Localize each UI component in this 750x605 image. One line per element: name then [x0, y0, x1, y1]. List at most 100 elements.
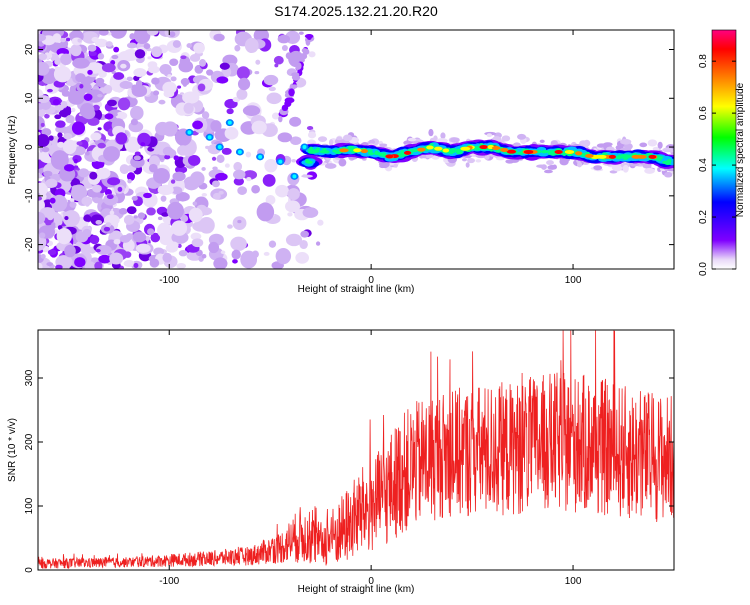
spectrogram-noise-blob — [647, 139, 658, 147]
spectrogram-noise-blob — [234, 44, 241, 52]
spectrogram-noise-blob — [94, 261, 103, 269]
spectrogram-noise-blob — [237, 186, 247, 195]
spectrogram-noise-blob — [183, 102, 194, 114]
spectrogram-noise-blob — [70, 107, 76, 113]
spectrogram-noise-blob — [285, 233, 303, 247]
spectrogram-noise-blob — [97, 127, 102, 131]
spectrogram-noise-blob — [38, 53, 48, 61]
spectrogram-noise-blob — [662, 147, 674, 153]
spectrogram-noise-blob — [109, 30, 127, 39]
spectrogram-track-blob — [655, 156, 663, 161]
spectrogram-track-blob — [292, 174, 297, 179]
spectrogram-noise-blob — [54, 58, 61, 65]
spectrogram-noise-blob — [109, 210, 115, 215]
spectrogram-noise-blob — [149, 258, 160, 268]
spectrogram-noise-blob — [47, 249, 57, 256]
spectrogram-noise-blob — [213, 257, 228, 269]
spectrogram-noise-blob — [153, 167, 170, 184]
spectrogram-noise-blob — [547, 165, 557, 170]
spectrogram-noise-blob — [69, 198, 75, 203]
spectrogram-noise-blob — [57, 132, 63, 138]
spectrogram-noise-blob — [652, 146, 660, 152]
spectrogram-noise-blob — [150, 232, 161, 243]
spectrogram-noise-blob — [41, 146, 50, 153]
spectrogram-noise-blob — [231, 249, 241, 260]
spectrogram-noise-blob — [268, 240, 277, 248]
spectrogram-noise-blob — [275, 184, 289, 198]
spectrogram-noise-blob — [97, 93, 103, 98]
spectrogram-noise-blob — [428, 128, 434, 137]
spectrogram-noise-blob — [642, 163, 652, 169]
spectrogram-noise-blob — [133, 155, 141, 161]
spectrogram-noise-blob — [219, 62, 230, 70]
spectrogram-noise-blob — [299, 53, 308, 60]
spectrogram-noise-blob — [147, 61, 158, 69]
spectrogram-noise-blob — [178, 60, 194, 73]
spectrogram-noise-blob — [201, 167, 206, 171]
spectrogram-noise-blob — [64, 244, 76, 258]
spectrogram-noise-blob — [56, 227, 72, 245]
spectrogram-noise-blob — [38, 134, 50, 148]
spectrogram-noise-blob — [103, 84, 113, 94]
spectrogram-noise-blob — [89, 235, 100, 245]
spectrogram-noise-blob — [46, 262, 54, 267]
spectrogram-noise-blob — [639, 142, 648, 148]
spectrogram-noise-blob — [77, 38, 82, 43]
spectrogram-noise-blob — [208, 241, 220, 254]
spectrogram-noise-blob — [83, 84, 89, 91]
spectrogram-noise-blob — [328, 139, 334, 146]
spectrogram-noise-blob — [72, 57, 90, 69]
spectrogram-track-blob — [562, 152, 567, 156]
spectrogram-y-tick-label: 10 — [24, 92, 35, 104]
spectrogram-peak-blob — [585, 153, 594, 158]
spectrogram-peak-blob — [523, 149, 534, 154]
spectrogram-noise-blob — [87, 69, 93, 75]
spectrogram-noise-blob — [52, 33, 62, 43]
spectrogram-noise-blob — [137, 212, 146, 219]
spectrogram-noise-blob — [212, 180, 220, 188]
spectrogram-noise-blob — [62, 211, 67, 216]
spectrogram-noise-blob — [38, 182, 48, 196]
spectrogram-noise-blob — [192, 120, 204, 130]
spectrogram-noise-blob — [205, 145, 210, 150]
spectrogram-noise-blob — [611, 163, 623, 172]
spectrogram-track-blob — [667, 159, 672, 163]
spectrogram-noise-blob — [277, 34, 291, 44]
spectrogram-noise-blob — [97, 53, 105, 60]
spectrogram-noise-blob — [199, 59, 207, 67]
snr-x-tick-label: 0 — [368, 576, 374, 587]
spectrogram-noise-blob — [162, 146, 174, 156]
spectrogram-track-blob — [617, 154, 624, 158]
spectrogram-noise-blob — [111, 54, 119, 60]
spectrogram-noise-blob — [393, 163, 398, 168]
spectrogram-noise-blob — [55, 264, 63, 269]
spectrogram-track-blob — [302, 145, 307, 150]
spectrogram-noise-blob — [119, 235, 131, 243]
spectrogram-noise-blob — [143, 192, 152, 199]
spectrogram-noise-blob — [216, 76, 229, 84]
spectrogram-track-blob — [207, 135, 212, 140]
spectrogram-noise-blob — [85, 151, 90, 156]
spectrogram-noise-blob — [145, 235, 151, 241]
spectrogram-noise-blob — [157, 216, 163, 221]
snr-y-label: SNR (10 * v/v) — [7, 418, 18, 482]
spectrogram-noise-blob — [216, 154, 225, 164]
spectrogram-noise-blob — [126, 42, 137, 49]
spectrogram-noise-blob — [118, 208, 128, 215]
spectrogram-noise-blob — [73, 165, 79, 169]
spectrogram-noise-blob — [210, 120, 222, 132]
spectrogram-peak-blob — [442, 148, 450, 153]
spectrogram-noise-blob — [148, 163, 158, 173]
spectrogram-noise-blob — [379, 143, 388, 147]
spectrogram-noise-blob — [123, 214, 135, 225]
spectrogram-noise-blob — [97, 142, 106, 149]
spectrogram-noise-blob — [57, 220, 63, 226]
spectrogram-peak-blob — [506, 149, 517, 154]
spectrogram-noise-blob — [233, 161, 243, 172]
spectrogram-noise-blob — [301, 174, 313, 178]
spectrogram-noise-blob — [95, 167, 111, 179]
spectrogram-noise-blob — [83, 214, 92, 222]
spectrogram-noise-blob — [39, 232, 46, 239]
spectrogram-noise-blob — [138, 31, 145, 38]
spectrogram-track-blob — [348, 145, 355, 149]
